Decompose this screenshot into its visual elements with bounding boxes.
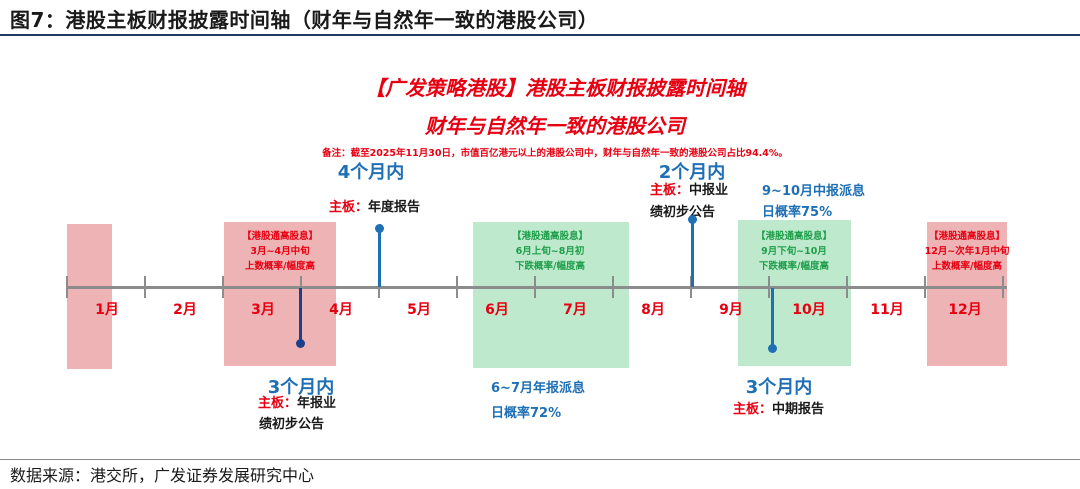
band-text-line: 3月~4月中旬 bbox=[250, 246, 310, 257]
axis-tick bbox=[144, 276, 146, 298]
event-marker-annual-report bbox=[375, 224, 384, 233]
event-stem-interim-prelim bbox=[691, 220, 694, 287]
month-label: 5月 bbox=[407, 302, 431, 318]
band-text-dec-jan: 【港股通高股息】 12月~次年1月中旬 上数概率/幅度高 bbox=[925, 229, 1010, 274]
axis-tick bbox=[66, 276, 68, 298]
footnote: 备注：截至2025年11月30日，市值百亿港元以上的港股公司中，财年与自然年一致… bbox=[322, 148, 788, 159]
event-window-interim-prelim: 2个月内 bbox=[658, 162, 726, 183]
stat-annual-dividend: 6~7月年报派息 日概率72% bbox=[491, 376, 585, 426]
band-text-line: 6月上旬~8月初 bbox=[515, 246, 585, 257]
month-label: 1月 bbox=[95, 302, 119, 318]
event-label-interim-prelim: 主板：中报业 bbox=[650, 179, 728, 198]
axis-tick bbox=[300, 276, 302, 298]
diagram-heading: 【广发策略港股】港股主板财报披露时间轴 bbox=[365, 76, 745, 100]
event-stem-interim-report bbox=[771, 288, 774, 348]
band-text-line: 上数概率/幅度高 bbox=[245, 261, 315, 272]
event-label-interim-prelim-line2: 绩初步公告 bbox=[650, 205, 716, 220]
band-text-line: 上数概率/幅度高 bbox=[932, 261, 1002, 272]
event-window-interim-report: 3个月内 bbox=[745, 377, 813, 398]
band-text-line: 下跌概率/幅度高 bbox=[759, 261, 829, 272]
month-label: 4月 bbox=[329, 302, 353, 318]
event-label-annual-report: 主板：年度报告 bbox=[329, 196, 420, 215]
report-label: 年度报告 bbox=[368, 200, 421, 215]
event-marker-interim-report bbox=[768, 344, 777, 353]
title-divider bbox=[0, 34, 1080, 36]
month-label: 7月 bbox=[563, 302, 587, 318]
month-label: 2月 bbox=[173, 302, 197, 318]
axis-tick bbox=[612, 276, 614, 298]
band-text-line: 【港股通高股息】 bbox=[755, 231, 833, 242]
band-text-line: 【港股通高股息】 bbox=[241, 231, 319, 242]
event-stem-annual-prelim bbox=[299, 288, 302, 343]
band-text-mar-apr: 【港股通高股息】 3月~4月中旬 上数概率/幅度高 bbox=[242, 229, 318, 274]
month-label: 3月 bbox=[251, 302, 275, 318]
stat-interim-dividend: 9~10月中报派息 日概率75% bbox=[762, 181, 865, 223]
band-jun-aug bbox=[473, 222, 629, 368]
axis-tick bbox=[222, 276, 224, 298]
band-sep-oct bbox=[738, 220, 851, 366]
board-label: 主板： bbox=[258, 396, 298, 411]
band-text-line: 12月~次年1月中旬 bbox=[924, 246, 1010, 257]
event-stem-annual-report bbox=[378, 229, 381, 287]
figure-title: 图7：港股主板财报披露时间轴（财年与自然年一致的港股公司） bbox=[10, 8, 599, 32]
event-marker-interim-prelim bbox=[688, 215, 697, 224]
axis-tick bbox=[846, 276, 848, 298]
report-label: 中期报告 bbox=[772, 402, 825, 417]
event-window-annual-report: 4个月内 bbox=[337, 162, 405, 183]
stat-line: 9~10月中报派息 bbox=[762, 184, 866, 199]
band-text-line: 下跌概率/幅度高 bbox=[515, 261, 585, 272]
event-label-annual-prelim-line2: 绩初步公告 bbox=[259, 417, 325, 432]
axis-tick bbox=[924, 276, 926, 298]
month-label: 12月 bbox=[948, 302, 982, 318]
footer-divider bbox=[0, 459, 1080, 460]
month-label: 8月 bbox=[641, 302, 665, 318]
event-label-interim-report: 主板：中期报告 bbox=[733, 398, 824, 417]
band-text-line: 9月下旬~10月 bbox=[761, 246, 827, 257]
band-text-line: 【港股通高股息】 bbox=[928, 231, 1006, 242]
band-dec-jan bbox=[927, 222, 1007, 366]
axis-tick bbox=[456, 276, 458, 298]
stat-line: 日概率72% bbox=[491, 406, 562, 421]
timeline-axis bbox=[67, 286, 1007, 289]
axis-tick bbox=[690, 276, 692, 298]
axis-tick bbox=[378, 276, 380, 298]
band-text-line: 【港股通高股息】 bbox=[511, 231, 589, 242]
band-mar-apr bbox=[224, 222, 336, 366]
axis-tick bbox=[1002, 276, 1004, 298]
event-window-annual-prelim: 3个月内 bbox=[267, 377, 335, 398]
axis-tick bbox=[534, 276, 536, 298]
report-label: 中报业 bbox=[689, 183, 729, 198]
band-text-sep-oct: 【港股通高股息】 9月下旬~10月 下跌概率/幅度高 bbox=[756, 229, 832, 274]
month-label: 6月 bbox=[485, 302, 509, 318]
month-label: 9月 bbox=[719, 302, 743, 318]
event-marker-annual-prelim bbox=[296, 339, 305, 348]
stat-line: 6~7月年报派息 bbox=[491, 381, 585, 396]
month-label: 10月 bbox=[792, 302, 826, 318]
board-label: 主板： bbox=[329, 200, 369, 215]
band-jan bbox=[67, 224, 112, 369]
band-text-jun-aug: 【港股通高股息】 6月上旬~8月初 下跌概率/幅度高 bbox=[512, 229, 588, 274]
board-label: 主板： bbox=[733, 402, 773, 417]
event-label-annual-prelim: 主板：年报业 bbox=[258, 392, 336, 411]
report-label: 年报业 bbox=[297, 396, 337, 411]
board-label: 主板： bbox=[650, 183, 690, 198]
diagram-subheading: 财年与自然年一致的港股公司 bbox=[425, 114, 685, 138]
month-label: 11月 bbox=[870, 302, 904, 318]
stat-line: 日概率75% bbox=[762, 205, 833, 220]
axis-tick bbox=[768, 276, 770, 298]
source-note: 数据来源：港交所，广发证券发展研究中心 bbox=[10, 466, 315, 485]
